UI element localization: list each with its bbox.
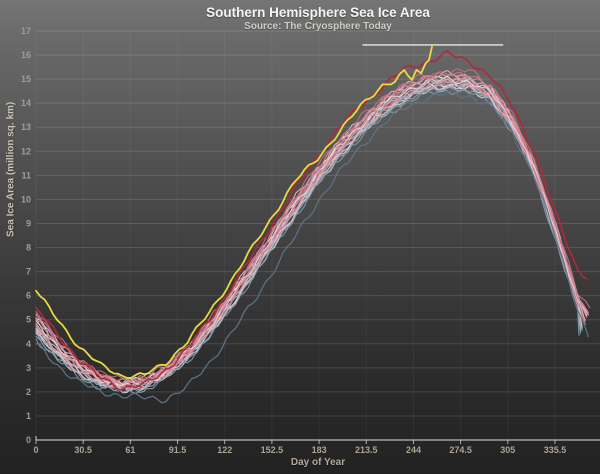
yellow-line bbox=[35, 45, 433, 379]
x-tick-label: 274.5 bbox=[449, 445, 472, 455]
chart-title: Southern Hemisphere Sea Ice Area bbox=[206, 5, 430, 20]
x-tick-label: 0 bbox=[33, 445, 38, 455]
x-tick-label: 152.5 bbox=[261, 445, 284, 455]
series-blue-08 bbox=[35, 82, 583, 392]
y-tick-label: 11 bbox=[21, 170, 31, 180]
series-blue-01 bbox=[35, 82, 582, 394]
y-tick-label: 12 bbox=[21, 146, 31, 156]
chart-subtitle: Source: The Cryosphere Today bbox=[244, 21, 392, 32]
red-line bbox=[35, 50, 588, 391]
y-tick-label: 15 bbox=[21, 74, 31, 84]
y-tick-label: 10 bbox=[21, 194, 31, 204]
y-tick-label: 17 bbox=[21, 26, 31, 36]
y-tick-label: 9 bbox=[26, 218, 31, 228]
y-tick-label: 5 bbox=[26, 315, 31, 325]
series-pink-10 bbox=[35, 71, 588, 383]
x-tick-label: 122 bbox=[217, 445, 232, 455]
y-tick-label: 16 bbox=[21, 50, 31, 60]
series-blue-02 bbox=[35, 77, 585, 388]
x-tick-label: 30.5 bbox=[74, 445, 92, 455]
x-axis-title: Day of Year bbox=[290, 457, 346, 468]
series-pink-09 bbox=[35, 75, 589, 386]
series-pink-04 bbox=[35, 79, 585, 389]
series-pink-03 bbox=[35, 73, 589, 388]
x-tick-label: 91.5 bbox=[169, 445, 187, 455]
series-pink-08 bbox=[35, 80, 586, 389]
x-tick-label: 213.5 bbox=[355, 445, 378, 455]
y-tick-label: 7 bbox=[26, 267, 31, 277]
x-tick-label: 305 bbox=[500, 445, 515, 455]
series-pink-02 bbox=[35, 78, 586, 390]
series-blue-07 bbox=[35, 78, 586, 388]
series-blue-06 bbox=[35, 82, 585, 389]
y-tick-label: 4 bbox=[26, 339, 31, 349]
x-tick-label: 61 bbox=[125, 445, 135, 455]
series-pink-05 bbox=[35, 68, 591, 383]
x-tick-label: 183 bbox=[312, 445, 327, 455]
series-slate-low bbox=[35, 89, 589, 404]
y-tick-label: 3 bbox=[26, 363, 31, 373]
x-tick-label: 244 bbox=[406, 445, 421, 455]
series-blue-04 bbox=[35, 85, 582, 394]
series-blue-03 bbox=[35, 82, 583, 392]
series-pink-06 bbox=[35, 83, 583, 391]
y-tick-label: 6 bbox=[26, 291, 31, 301]
y-tick-label: 2 bbox=[26, 387, 31, 397]
y-tick-label: 13 bbox=[21, 122, 31, 132]
y-tick-label: 1 bbox=[26, 411, 31, 421]
y-tick-label: 8 bbox=[26, 243, 31, 253]
y-tick-label: 14 bbox=[21, 98, 31, 108]
x-tick-label: 335.5 bbox=[544, 445, 567, 455]
y-tick-label: 0 bbox=[26, 435, 31, 445]
series-blue-05 bbox=[35, 88, 580, 395]
